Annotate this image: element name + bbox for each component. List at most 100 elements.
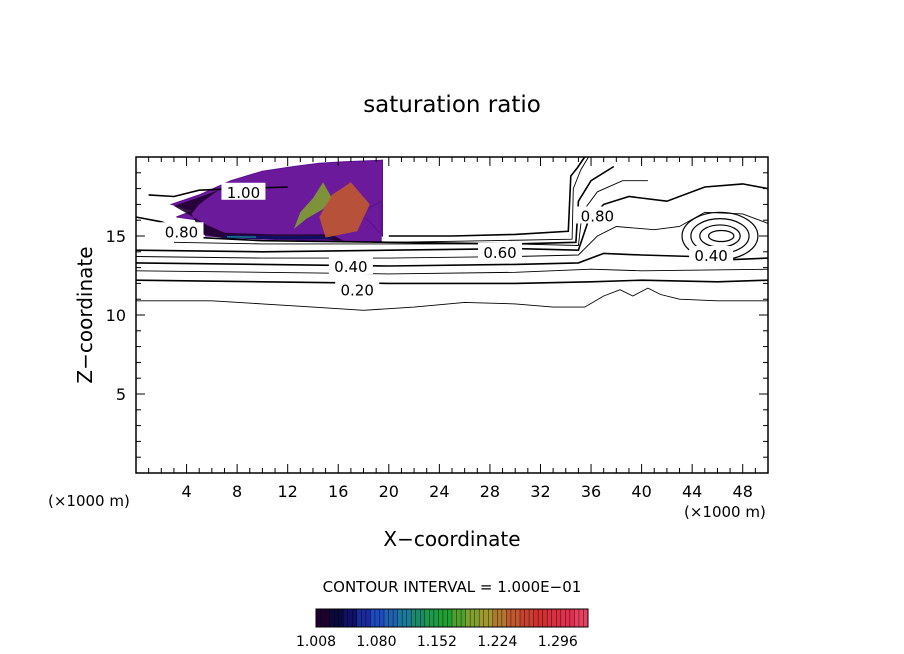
- colorbar-swatch: [429, 609, 435, 627]
- contour-label-2: 0.60: [483, 244, 516, 262]
- filled-band-2: [227, 236, 257, 238]
- colorbar-tick-label: 1.008: [296, 634, 336, 650]
- colorbar-swatch: [529, 609, 535, 627]
- colorbar-swatch: [452, 609, 458, 627]
- x-tick-label: 20: [379, 482, 399, 501]
- colorbar-swatch: [411, 609, 417, 627]
- x-tick-label: 4: [181, 482, 191, 501]
- colorbar-swatch: [488, 609, 494, 627]
- y-axis-label: Z−coordinate: [73, 246, 97, 383]
- contour-line-3: [135, 252, 769, 267]
- colorbar-swatch: [374, 609, 380, 627]
- colorbar-swatch: [325, 609, 331, 627]
- contour-labels: 0.20 0.40 0.60 0.40 0.80 0.80 1.00: [159, 182, 734, 300]
- colorbar-swatch: [578, 609, 584, 627]
- colorbar-swatch: [388, 609, 394, 627]
- colorbar-swatch: [538, 609, 544, 627]
- x-tick-label: 36: [581, 482, 601, 501]
- contour-line-0: [136, 287, 768, 311]
- colorbar-swatch: [361, 609, 367, 627]
- colorbar-swatch: [433, 609, 439, 627]
- y-tick-label: 10: [106, 306, 126, 325]
- colorbar-swatch: [569, 609, 575, 627]
- contour-label-bg-2: [478, 242, 523, 260]
- colorbar-swatch: [547, 609, 553, 627]
- filled-band-4: [319, 182, 370, 238]
- y-tick-label: 15: [106, 227, 126, 246]
- x-tick-label: 40: [631, 482, 651, 501]
- filled-band-1: [224, 235, 332, 240]
- colorbar-swatch: [465, 609, 471, 627]
- colorbar-swatch: [447, 609, 453, 627]
- colorbar-swatch: [316, 609, 322, 627]
- colorbar-swatch: [320, 609, 326, 627]
- colorbar-swatch: [461, 609, 467, 627]
- colorbar-tick-label: 1.152: [417, 634, 457, 650]
- colorbar-swatch: [506, 609, 512, 627]
- x-tick-label: 28: [480, 482, 500, 501]
- contour-label-1: 0.40: [334, 258, 367, 276]
- colorbar-swatch: [365, 609, 371, 627]
- contour-label-0: 0.20: [340, 282, 373, 300]
- colorbar-swatch: [492, 609, 498, 627]
- contour-line-10: [388, 156, 586, 237]
- y-axis-unit: (×1000 m): [48, 492, 130, 510]
- contour-label-bg-3: [689, 245, 734, 263]
- colorbar-swatch: [474, 609, 480, 627]
- filled-region: [169, 159, 383, 243]
- colorbar-swatch: [515, 609, 521, 627]
- colorbar-swatch: [424, 609, 430, 627]
- x-tick-label: 48: [733, 482, 753, 501]
- x-tick-label: 24: [429, 482, 449, 501]
- colorbar-swatch: [352, 609, 358, 627]
- x-tick-label: 32: [530, 482, 550, 501]
- colorbar-swatch: [438, 609, 444, 627]
- x-tick-label: 8: [232, 482, 242, 501]
- colorbar-swatch: [415, 609, 421, 627]
- contour-label-bg-1: [328, 257, 373, 275]
- colorbar-swatch: [329, 609, 335, 627]
- contour-label-5: 0.80: [165, 223, 198, 241]
- colorbar-swatch: [393, 609, 399, 627]
- contour-label-3: 0.40: [694, 247, 727, 265]
- chart-title: saturation ratio: [363, 92, 541, 118]
- y-tick-label: 5: [116, 385, 126, 404]
- colorbar-swatch: [442, 609, 448, 627]
- filled-band-3: [294, 182, 332, 229]
- x-tick-label: 16: [328, 482, 348, 501]
- contour-label-bg-4: [575, 206, 620, 224]
- x-tick-label: 44: [682, 482, 702, 501]
- colorbar-swatch: [583, 609, 589, 627]
- colorbar-swatch: [533, 609, 539, 627]
- colorbar-swatch: [560, 609, 566, 627]
- colorbar-tick-label: 1.224: [477, 634, 517, 650]
- contour-label-bg-5: [159, 222, 204, 240]
- contour-label-bg-0: [335, 280, 380, 298]
- x-axis-label: X−coordinate: [383, 527, 520, 551]
- colorbar-swatch: [356, 609, 362, 627]
- contour-line-1: [135, 279, 769, 285]
- colorbar-swatch: [574, 609, 580, 627]
- colorbar-swatch: [338, 609, 344, 627]
- colorbar-swatch: [551, 609, 557, 627]
- colorbar-swatch: [479, 609, 485, 627]
- colorbar-swatch: [334, 609, 340, 627]
- colorbar-swatch: [501, 609, 507, 627]
- colorbar-swatch: [542, 609, 548, 627]
- colorbar-swatch: [470, 609, 476, 627]
- colorbar-swatch: [524, 609, 530, 627]
- colorbar-swatch: [397, 609, 403, 627]
- contour-interval-text: CONTOUR INTERVAL = 1.000E−01: [323, 578, 582, 596]
- colorbar-swatch: [483, 609, 489, 627]
- colorbar-swatch: [384, 609, 390, 627]
- colorbar-tick-label: 1.296: [538, 634, 578, 650]
- contour-line-6: [173, 180, 648, 246]
- x-tick-label: 12: [278, 482, 298, 501]
- closed-contour-3: [707, 229, 735, 243]
- colorbar-swatch: [456, 609, 462, 627]
- contour-label-4: 0.80: [581, 207, 614, 225]
- x-axis-unit: (×1000 m): [684, 503, 766, 521]
- colorbar-swatch: [497, 609, 503, 627]
